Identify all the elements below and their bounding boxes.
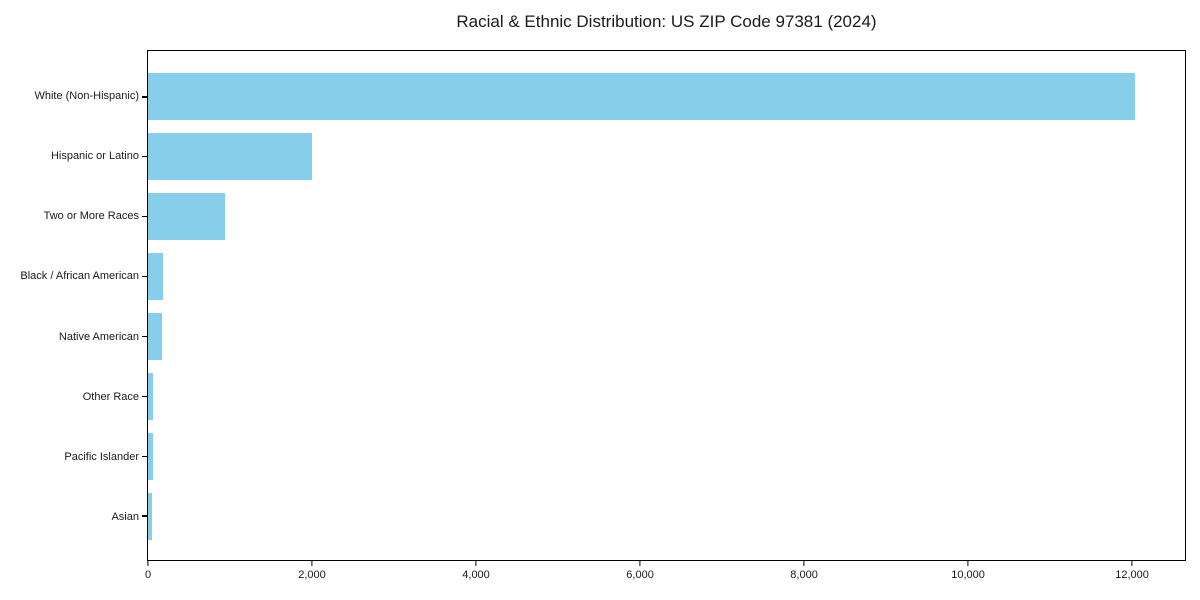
chart-title: Racial & Ethnic Distribution: US ZIP Cod… <box>456 12 877 31</box>
bar-native-american <box>148 312 162 360</box>
x-tick-label: 10,000 <box>951 569 985 581</box>
x-tick-label: 0 <box>144 569 152 581</box>
y-tick-mark <box>141 216 147 218</box>
y-axis-label: Pacific Islander <box>64 450 139 463</box>
y-axis-label: Native American <box>58 330 139 343</box>
bar-row <box>141 307 1185 367</box>
bar-row <box>141 486 1185 546</box>
bar-black-african-american <box>148 253 164 301</box>
y-axis-label: Two or More Races <box>43 210 139 223</box>
x-tick-label: 4,000 <box>462 569 490 581</box>
y-tick-mark <box>141 156 147 158</box>
y-tick-mark <box>141 515 147 517</box>
x-tick-mark <box>147 561 149 566</box>
bar-hispanic-or-latino <box>148 133 313 181</box>
bar-other-race <box>148 372 153 420</box>
x-tick-mark <box>803 561 805 566</box>
bar-asian <box>148 492 152 540</box>
y-axis-label: Black / African American <box>20 270 139 283</box>
y-tick-mark <box>141 96 147 98</box>
x-tick-label: 2,000 <box>298 569 326 581</box>
y-tick-mark <box>141 395 147 397</box>
y-tick-mark <box>141 335 147 338</box>
x-tick-label: 12,000 <box>1115 569 1149 581</box>
y-axis-label: White (Non-Hispanic) <box>34 90 139 103</box>
y-axis-label: Hispanic or Latino <box>50 150 139 163</box>
x-tick-mark <box>967 561 969 566</box>
x-tick-mark <box>1131 561 1133 566</box>
x-tick-mark <box>639 561 641 566</box>
x-tick-mark <box>475 561 477 566</box>
bar-row <box>141 366 1185 426</box>
y-tick-mark <box>141 275 147 278</box>
bar-row <box>141 127 1185 187</box>
y-axis-label: Other Race <box>82 390 139 403</box>
plot-area: 0 2,000 4,000 6,000 8,000 10,000 12,000 <box>141 50 1186 581</box>
y-axis-label: Asian <box>111 510 139 523</box>
x-tick-label: 8,000 <box>790 569 818 581</box>
bar-two-or-more-races <box>148 193 225 241</box>
bar-pacific-islander <box>148 432 153 480</box>
bars-container <box>141 51 1185 560</box>
bar-white-non-hispanic <box>148 73 1135 121</box>
bar-row <box>141 426 1185 486</box>
x-tick-label: 6,000 <box>626 569 654 581</box>
bar-row <box>141 247 1185 307</box>
y-tick-mark <box>141 455 147 457</box>
y-axis-labels: White (Non-Hispanic) Hispanic or Latino Tw… <box>0 50 139 561</box>
bar-row <box>141 187 1185 247</box>
x-tick-mark <box>311 561 313 566</box>
bar-row <box>141 67 1185 127</box>
